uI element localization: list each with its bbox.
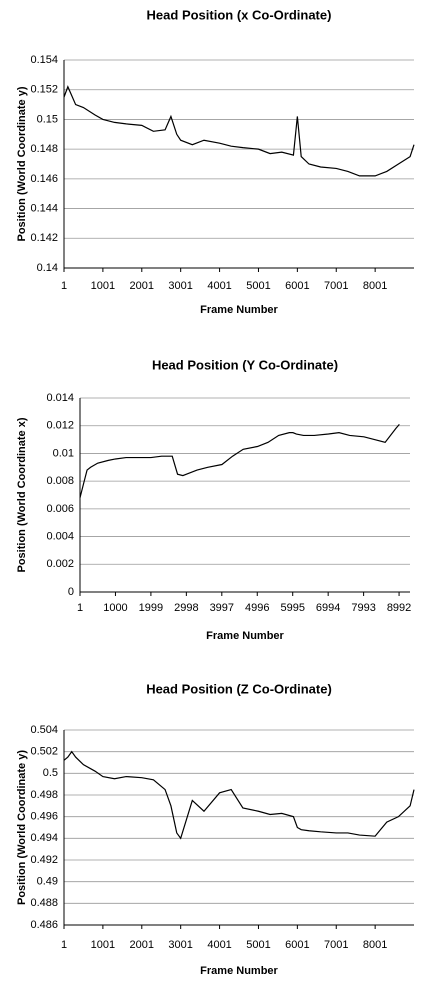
x-axis-label: Frame Number <box>200 304 278 316</box>
y-tick-label: 0.152 <box>30 84 58 96</box>
y-tick-label: 0.5 <box>43 767 58 779</box>
x-tick-label: 6994 <box>316 602 340 614</box>
y-tick-label: 0.154 <box>30 54 58 66</box>
x-tick-label: 1 <box>61 280 67 292</box>
y-axis-label: Position (World Coordinate x) <box>16 417 28 572</box>
x-tick-label: 7001 <box>324 939 348 951</box>
chart-title: Head Position (x Co-Ordinate) <box>147 7 332 22</box>
y-tick-label: 0.148 <box>30 143 58 155</box>
x-tick-label: 8992 <box>387 602 411 614</box>
x-tick-label: 5001 <box>246 939 270 951</box>
y-axis-label: Position (World Coordinate y) <box>16 750 28 905</box>
x-tick-label: 3997 <box>210 602 234 614</box>
y-tick-label: 0.496 <box>30 811 58 823</box>
x-tick-label: 6001 <box>285 280 309 292</box>
y-axis-label: Position (World Coordinate y) <box>16 86 28 241</box>
y-tick-label: 0.492 <box>30 854 58 866</box>
x-tick-label: 3001 <box>168 939 192 951</box>
x-tick-label: 4001 <box>207 939 231 951</box>
x-axis-label: Frame Number <box>200 965 278 977</box>
y-tick-label: 0.01 <box>53 447 74 459</box>
x-tick-label: 5995 <box>280 602 304 614</box>
y-tick-label: 0.49 <box>37 876 58 888</box>
y-tick-label: 0.15 <box>37 113 58 125</box>
x-tick-label: 2998 <box>174 602 198 614</box>
x-tick-label: 2001 <box>130 280 154 292</box>
x-tick-label: 3001 <box>168 280 192 292</box>
y-tick-label: 0.142 <box>30 232 58 244</box>
x-tick-label: 7001 <box>324 280 348 292</box>
y-tick-label: 0.498 <box>30 789 58 801</box>
y-tick-label: 0.012 <box>46 420 74 432</box>
chart-title: Head Position (Y Co-Ordinate) <box>152 357 338 372</box>
data-line <box>79 423 400 498</box>
data-line <box>63 750 415 840</box>
y-tick-label: 0 <box>68 586 74 598</box>
x-tick-label: 6001 <box>285 939 309 951</box>
x-tick-label: 1 <box>61 939 67 951</box>
x-tick-label: 1000 <box>103 602 127 614</box>
data-line <box>63 85 415 177</box>
x-axis-label: Frame Number <box>206 630 284 642</box>
x-tick-label: 8001 <box>363 280 387 292</box>
x-tick-label: 1001 <box>91 939 115 951</box>
y-tick-label: 0.006 <box>46 503 74 515</box>
x-tick-label: 5001 <box>246 280 270 292</box>
chart-title: Head Position (Z Co-Ordinate) <box>146 681 332 696</box>
x-tick-label: 1999 <box>139 602 163 614</box>
y-tick-label: 0.144 <box>30 202 58 214</box>
y-tick-label: 0.014 <box>46 392 74 404</box>
y-tick-label: 0.494 <box>30 832 58 844</box>
y-tick-label: 0.502 <box>30 746 58 758</box>
y-tick-label: 0.146 <box>30 173 58 185</box>
x-tick-label: 1001 <box>91 280 115 292</box>
x-tick-label: 4001 <box>207 280 231 292</box>
x-tick-label: 4996 <box>245 602 269 614</box>
y-tick-label: 0.008 <box>46 475 74 487</box>
y-tick-label: 0.488 <box>30 897 58 909</box>
x-tick-label: 7993 <box>351 602 375 614</box>
x-tick-label: 1 <box>77 602 83 614</box>
y-tick-label: 0.486 <box>30 919 58 931</box>
x-tick-label: 2001 <box>130 939 154 951</box>
y-tick-label: 0.004 <box>46 530 74 542</box>
y-tick-label: 0.14 <box>37 262 58 274</box>
y-tick-label: 0.504 <box>30 724 58 736</box>
y-tick-label: 0.002 <box>46 558 74 570</box>
x-tick-label: 8001 <box>363 939 387 951</box>
